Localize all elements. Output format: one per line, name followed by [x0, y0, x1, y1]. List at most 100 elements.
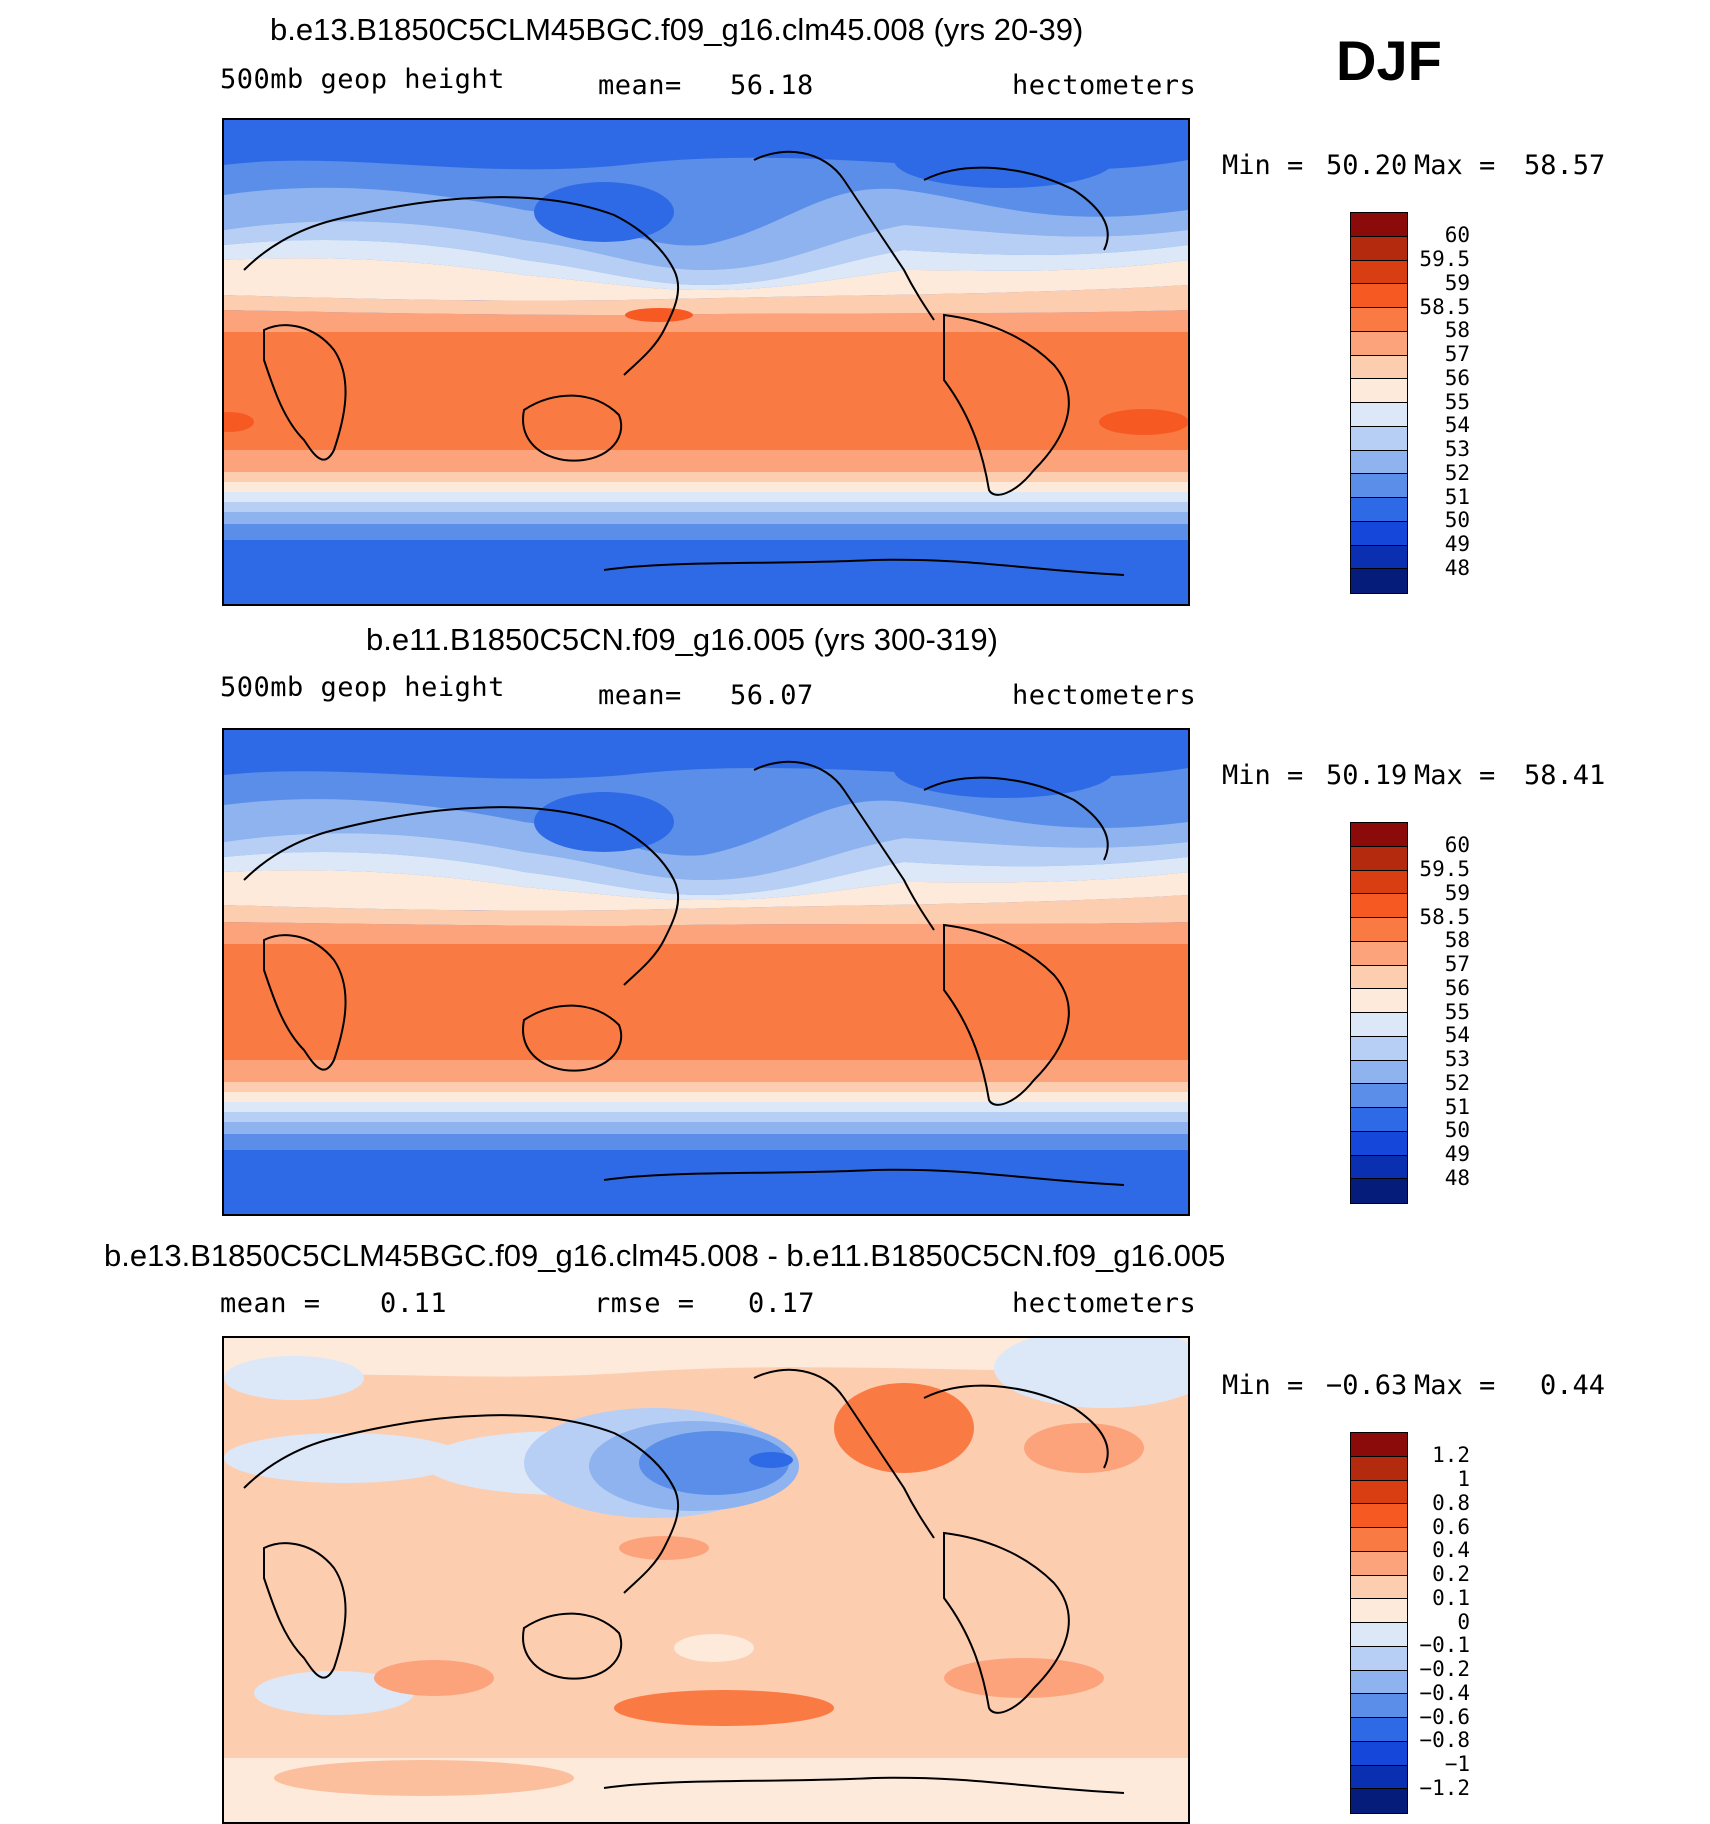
colorbar-label: 56 [1444, 365, 1470, 390]
panel2-colorbar [1350, 822, 1408, 1204]
panel3-min-label: Min = [1222, 1370, 1304, 1401]
panel3-colorbar [1350, 1432, 1408, 1814]
p2-band-f [224, 895, 1188, 926]
p3-neg-greenland [994, 1338, 1188, 1408]
panel3-max-value: 0.44 [1540, 1370, 1606, 1401]
colorbar-swatch [1351, 426, 1407, 451]
colorbar-label: −0.4 [1419, 1680, 1470, 1705]
colorbar-label: 57 [1444, 952, 1470, 976]
colorbar-label: 59.5 [1419, 247, 1470, 271]
colorbar-label: 0.1 [1432, 1585, 1470, 1610]
colorbar-swatch [1351, 1528, 1407, 1552]
p2-band-j [224, 1092, 1188, 1102]
p3-north-band [224, 1338, 1188, 1378]
colorbar-label: 0 [1457, 1609, 1470, 1634]
colorbar-label: −0.2 [1419, 1657, 1470, 1681]
p2-band-k [224, 1102, 1188, 1112]
p2-band-m [224, 1122, 1188, 1134]
colorbar-swatch [1351, 1155, 1407, 1180]
p3-bg [224, 1338, 1188, 1822]
colorbar-swatch [1351, 1456, 1407, 1481]
panel3-max-label: Max = [1414, 1370, 1496, 1401]
colorbar-label: −0.8 [1419, 1728, 1470, 1753]
colorbar-label: 48 [1444, 1165, 1470, 1190]
colorbar-swatch [1351, 1741, 1407, 1766]
colorbar-label: 50 [1444, 1118, 1470, 1143]
panel2-title: b.e11.B1850C5CN.f09_g16.005 (yrs 300-319… [366, 622, 998, 657]
p1-band-e [224, 258, 1188, 301]
panel1-variable: 500mb geop height [220, 64, 505, 95]
colorbar-label: 55 [1444, 389, 1470, 414]
colorbar-label: 59.5 [1419, 857, 1470, 881]
panel1-contours [224, 120, 1188, 604]
p3-pos-atlantic [1024, 1423, 1144, 1473]
p1-band-c [224, 221, 1188, 285]
panel2-min-value: 50.19 [1326, 760, 1408, 791]
colorbar-swatch [1351, 894, 1407, 918]
colorbar-label: 48 [1444, 555, 1470, 580]
colorbar-swatch [1351, 1108, 1407, 1132]
panel3-mean-value: 0.11 [380, 1288, 448, 1319]
panel3-map [222, 1336, 1190, 1824]
p2-band-n [224, 1134, 1188, 1150]
colorbar-swatch [1351, 846, 1407, 871]
p1-max-west [224, 412, 254, 432]
colorbar-swatch [1351, 403, 1407, 427]
panel1-title: b.e13.B1850C5CLM45BGC.f09_g16.clm45.008 … [270, 12, 1084, 47]
colorbar-swatch [1351, 1623, 1407, 1647]
colorbar-swatch [1351, 1575, 1407, 1600]
panel2-units: hectometers [1012, 680, 1197, 711]
p1-max-atlantic [1099, 409, 1188, 435]
p3-neg-europe [224, 1433, 464, 1483]
colorbar-swatch [1351, 1036, 1407, 1061]
panel1-mean-label: mean= [598, 70, 682, 101]
panel2-contours [224, 730, 1188, 1214]
p2-band-l [224, 1112, 1188, 1122]
colorbar-swatch [1351, 331, 1407, 356]
panel2-max-value: 58.41 [1524, 760, 1606, 791]
colorbar-swatch [1351, 450, 1407, 475]
p1-band-b [224, 187, 1188, 270]
colorbar-label: −1.2 [1419, 1775, 1470, 1800]
colorbar-swatch [1351, 1646, 1407, 1671]
colorbar-swatch [1351, 823, 1407, 847]
colorbar-label: 52 [1444, 460, 1470, 485]
colorbar-label: 56 [1444, 975, 1470, 1000]
p1-band-tropics [224, 332, 1188, 450]
colorbar-swatch [1351, 1013, 1407, 1037]
panel1-colorbar [1350, 212, 1408, 594]
colorbar-label: 49 [1444, 532, 1470, 556]
colorbar-swatch [1351, 474, 1407, 498]
colorbar-label: 60 [1444, 833, 1470, 858]
colorbar-label: 51 [1444, 1094, 1470, 1119]
colorbar-swatch [1351, 1789, 1407, 1813]
colorbar-label: 52 [1444, 1070, 1470, 1095]
p1-max-pacific [625, 308, 693, 322]
colorbar-swatch [1351, 1179, 1407, 1203]
colorbar-label: 49 [1444, 1142, 1470, 1166]
colorbar-swatch [1351, 213, 1407, 237]
panel2-variable: 500mb geop height [220, 672, 505, 703]
colorbar-swatch [1351, 379, 1407, 403]
panel3-min-value: −0.63 [1326, 1370, 1408, 1401]
colorbar-label: 59 [1444, 270, 1470, 295]
p3-coastlines [243, 1368, 1125, 1794]
p3-neg-southatlantic [254, 1671, 414, 1715]
colorbar-swatch [1351, 260, 1407, 285]
colorbar-swatch [1351, 355, 1407, 380]
colorbar-swatch [1351, 1599, 1407, 1623]
colorbar-label: 58 [1444, 318, 1470, 343]
p3-neg-west [224, 1356, 364, 1400]
panel3-colorbar-labels: 1.2 1 0.8 0.6 0.4 0.2 0.1 0 −0.1 −0.2 −0.4 −0.6 −0.8… [1400, 1432, 1470, 1812]
colorbar-swatch [1351, 545, 1407, 570]
colorbar-label: 0.2 [1432, 1562, 1470, 1586]
colorbar-label: 57 [1444, 342, 1470, 366]
panel1-units: hectometers [1012, 70, 1197, 101]
panel1-min-label: Min = [1222, 150, 1304, 181]
colorbar-swatch [1351, 1718, 1407, 1742]
panel3-rmse-value: 0.17 [748, 1288, 816, 1319]
panel2-max-label: Max = [1414, 760, 1496, 791]
colorbar-label: 51 [1444, 484, 1470, 509]
colorbar-swatch [1351, 918, 1407, 942]
colorbar-label: 58.5 [1419, 294, 1470, 319]
